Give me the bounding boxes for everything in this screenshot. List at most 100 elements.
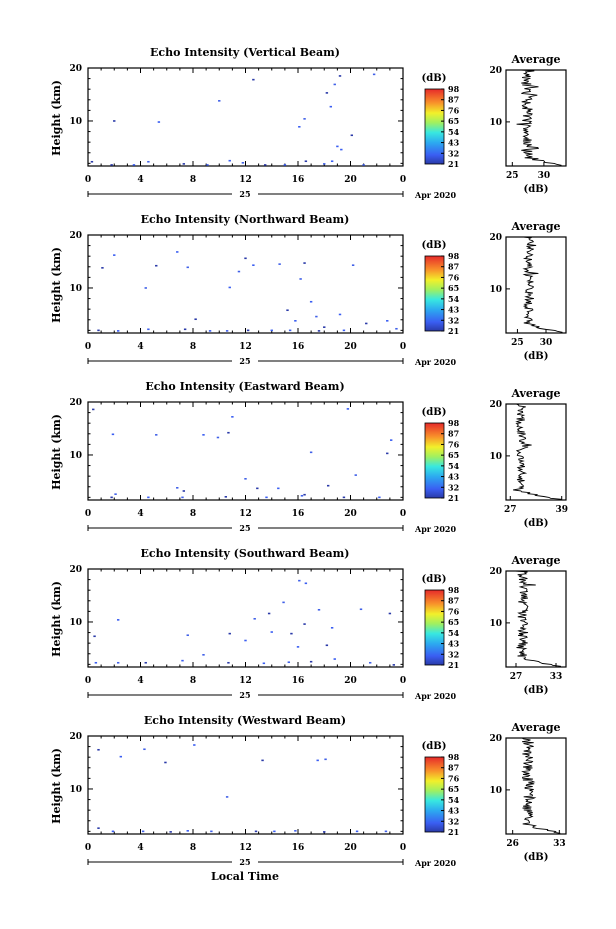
colorbar-label: 54 xyxy=(448,461,460,471)
average-x-tick-label: 30 xyxy=(540,338,553,348)
colorbar-label: 98 xyxy=(448,84,460,94)
average-x-label: (dB) xyxy=(524,852,549,863)
echo-cell xyxy=(365,322,368,325)
colorbar-unit: (dB) xyxy=(422,240,447,251)
echo-cell xyxy=(392,664,396,666)
plot-frame xyxy=(87,401,404,501)
echo-cell xyxy=(368,661,372,664)
average-y-tick-label: 10 xyxy=(489,118,502,128)
echo-cell xyxy=(300,494,304,497)
panel-2: Echo Intensity (Eastward Beam) Height (k… xyxy=(50,380,568,534)
plot-frame xyxy=(87,735,404,835)
x-tick-label: 4 xyxy=(137,843,143,853)
y-axis-label: Height (km) xyxy=(50,414,63,490)
average-profile: Average 10 20 25 30 (dB) xyxy=(489,220,567,362)
echo-cell xyxy=(93,635,96,638)
panel-title: Echo Intensity (Eastward Beam) xyxy=(145,380,344,393)
colorbar-scale xyxy=(424,88,445,165)
x-tick-label: 0 xyxy=(400,843,406,853)
echo-cell xyxy=(395,327,398,330)
colorbar-label: 98 xyxy=(448,251,460,261)
average-line xyxy=(521,737,561,834)
echo-cell xyxy=(333,83,336,86)
average-frame xyxy=(505,236,567,334)
echo-cell xyxy=(147,328,150,331)
echo-cell xyxy=(372,73,376,76)
echo-cell xyxy=(227,661,230,664)
echo-cell xyxy=(261,759,264,762)
x-tick-label: 20 xyxy=(344,843,357,853)
average-y-tick-label: 20 xyxy=(489,233,502,243)
average-x-label: (dB) xyxy=(524,184,549,195)
average-y-tick-label: 10 xyxy=(489,619,502,629)
average-frame xyxy=(505,570,567,668)
average-profile: Average 10 20 26 33 (dB) xyxy=(489,721,567,863)
x-tick-label: 0 xyxy=(85,509,91,519)
colorbar-label: 43 xyxy=(448,138,460,148)
echo-cell xyxy=(346,408,350,410)
echo-cell xyxy=(164,761,167,764)
echo-cell xyxy=(323,326,326,328)
average-y-tick-label: 10 xyxy=(489,285,502,295)
date-label: Apr 2020 xyxy=(414,190,457,200)
average-title: Average xyxy=(510,53,560,66)
x-tick-label: 20 xyxy=(344,509,357,519)
echo-cell xyxy=(256,487,259,490)
echo-cell xyxy=(303,118,306,120)
colorbar-label: 43 xyxy=(448,806,460,816)
echo-cell xyxy=(283,164,287,166)
echo-cell xyxy=(324,758,327,761)
colorbar-label: 43 xyxy=(448,639,460,649)
colorbar-scale xyxy=(424,756,445,833)
x-axis-label: Local Time xyxy=(211,870,279,883)
echo-cell xyxy=(386,452,389,455)
echo-cell xyxy=(97,329,100,332)
y-tick-label: 20 xyxy=(69,732,82,742)
echo-cell xyxy=(325,92,329,94)
average-x-label: (dB) xyxy=(524,351,549,362)
x-tick-label: 4 xyxy=(137,509,143,519)
echo-cell xyxy=(181,496,184,499)
echo-cell xyxy=(252,78,255,81)
echo-cell xyxy=(362,164,365,166)
average-x-tick-label: 25 xyxy=(506,171,519,181)
colorbar-label: 21 xyxy=(448,159,459,169)
average-frame xyxy=(505,403,567,501)
colorbar-label: 54 xyxy=(448,127,460,137)
colorbar-label: 43 xyxy=(448,472,460,482)
colorbar-label: 65 xyxy=(448,116,459,126)
echo-cell xyxy=(218,100,221,102)
colorbar-scale xyxy=(424,589,445,666)
plot-frame xyxy=(87,67,404,167)
average-x-tick-label: 27 xyxy=(510,672,523,682)
echo-cell xyxy=(340,148,343,151)
echo-cell xyxy=(330,160,334,163)
date-mask xyxy=(232,523,258,533)
echo-cell xyxy=(263,164,267,166)
colorbar-label: 65 xyxy=(448,617,459,627)
x-tick-label: 16 xyxy=(292,342,305,352)
date-day: 25 xyxy=(239,523,250,533)
colorbar-label: 54 xyxy=(448,294,460,304)
echo-cell xyxy=(278,263,281,265)
date-mask xyxy=(232,857,258,867)
date-day: 25 xyxy=(239,857,250,867)
echo-cell xyxy=(329,105,333,108)
y-tick-label: 10 xyxy=(69,451,82,461)
average-title: Average xyxy=(510,554,560,567)
echo-cell xyxy=(182,490,186,492)
average-y-tick-label: 20 xyxy=(489,400,502,410)
echo-cell xyxy=(208,330,212,332)
x-tick-label: 8 xyxy=(190,175,196,185)
average-x-tick-label: 26 xyxy=(506,839,519,849)
y-tick-label: 20 xyxy=(69,565,82,575)
echo-cell xyxy=(384,830,388,833)
echo-cell xyxy=(270,631,273,633)
echo-cell xyxy=(186,634,189,637)
echo-cell xyxy=(144,661,147,664)
x-tick-label: 0 xyxy=(400,509,406,519)
echo-cell xyxy=(186,266,189,269)
x-tick-label: 16 xyxy=(292,175,305,185)
